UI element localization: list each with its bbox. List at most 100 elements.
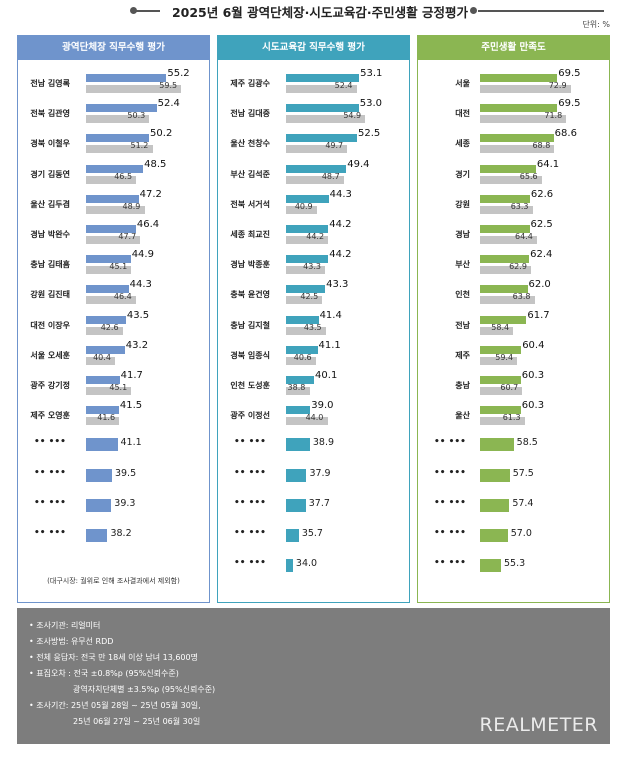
footer-line: • 전체 응답자: 전국 만 18세 이상 남녀 13,600명 xyxy=(29,653,198,662)
current-bar xyxy=(86,225,136,233)
previous-value-label: 42.6 xyxy=(100,322,119,332)
current-value-label: 35.7 xyxy=(301,528,323,539)
row-label: 경북 이철우 xyxy=(30,139,70,149)
current-value-label: 44.9 xyxy=(131,249,154,261)
current-bar xyxy=(86,468,112,482)
previous-value-label: 63.8 xyxy=(512,292,531,302)
brand-logo: REALMETER xyxy=(479,714,598,736)
previous-bar xyxy=(480,417,525,426)
current-value-label: 57.0 xyxy=(510,528,532,539)
chart-row: 세종 68.6 68.8 xyxy=(418,128,609,158)
previous-value-label: 49.7 xyxy=(325,141,344,151)
chart-row: 광주 이정선 39.0 44.0 xyxy=(218,400,409,430)
row-label: 전남 김영록 xyxy=(30,79,70,88)
current-value-label: 55.3 xyxy=(503,558,526,570)
previous-bar xyxy=(286,266,326,275)
current-value-label: 44.2 xyxy=(329,219,352,230)
current-bar xyxy=(286,104,359,113)
current-value-label: 39.0 xyxy=(311,400,334,412)
chart-row: 제주 김광수 53.1 52.4 xyxy=(218,68,409,98)
hidden-row: •• ••• 58.5 xyxy=(418,430,609,460)
chart-row: 대전 69.5 71.8 xyxy=(418,98,609,128)
previous-bar xyxy=(86,85,182,93)
masked-name-label: •• ••• xyxy=(234,437,266,448)
previous-bar xyxy=(480,326,514,335)
current-bar xyxy=(286,74,360,82)
row-label: 광주 이정선 xyxy=(230,411,270,421)
previous-bar xyxy=(86,296,136,305)
chart-row: 부산 김석준 49.4 48.7 xyxy=(218,159,409,189)
chart-row: 전북 서거석 44.3 40.9 xyxy=(218,189,409,219)
hidden-row: •• ••• 41.1 xyxy=(18,430,209,460)
previous-bar xyxy=(86,326,123,335)
previous-bar xyxy=(86,387,132,395)
current-bar xyxy=(480,225,530,233)
previous-value-label: 52.4 xyxy=(334,81,353,90)
previous-bar xyxy=(86,145,153,154)
row-label: 부산 xyxy=(455,260,470,270)
current-bar xyxy=(480,345,522,354)
current-value-label: 53.0 xyxy=(359,98,383,110)
chart-row: 서울 오세훈 43.2 40.4 xyxy=(18,340,209,370)
masked-name-label: •• ••• xyxy=(434,558,466,569)
previous-value-label: 45.1 xyxy=(109,383,128,392)
chart-row: 전북 김관영 52.4 50.3 xyxy=(18,98,209,128)
current-bar xyxy=(86,194,139,203)
masked-name-label: •• ••• xyxy=(34,467,66,478)
row-label: 서울 오세훈 xyxy=(30,350,70,360)
chart-row: 서울 69.5 72.9 xyxy=(418,68,609,98)
current-bar xyxy=(286,559,293,573)
hidden-row: •• ••• 39.5 xyxy=(18,461,209,491)
unit-label: 단위: % xyxy=(582,20,610,29)
current-value-label: 41.1 xyxy=(318,339,341,351)
title-right-rule xyxy=(478,10,604,12)
current-bar xyxy=(286,134,358,143)
previous-value-label: 42.5 xyxy=(300,292,319,302)
current-bar xyxy=(86,134,150,143)
current-bar xyxy=(86,345,125,354)
chart-row: 전남 김대중 53.0 54.9 xyxy=(218,98,409,128)
current-value-label: 41.5 xyxy=(119,400,143,412)
previous-bar xyxy=(480,175,542,184)
current-bar xyxy=(86,164,144,173)
masked-name-label: •• ••• xyxy=(34,437,66,448)
previous-value-label: 44.2 xyxy=(306,232,325,241)
previous-value-label: 40.9 xyxy=(294,201,313,211)
current-bar xyxy=(86,285,129,294)
previous-value-label: 40.4 xyxy=(93,352,111,362)
current-value-label: 55.2 xyxy=(167,68,190,79)
current-value-label: 41.1 xyxy=(120,437,142,449)
current-bar xyxy=(286,345,318,354)
previous-value-label: 46.5 xyxy=(114,171,133,181)
current-bar xyxy=(86,315,126,324)
current-value-label: 50.2 xyxy=(150,128,173,140)
current-bar xyxy=(480,164,536,173)
previous-bar xyxy=(286,236,329,244)
current-value-label: 41.7 xyxy=(120,370,143,381)
hidden-row: •• ••• 57.5 xyxy=(418,461,609,491)
hidden-row: •• ••• 37.9 xyxy=(218,461,409,491)
footnote: (대구시장: 궐위로 인해 조사결과에서 제외함) xyxy=(47,577,180,585)
hidden-row: •• ••• 35.7 xyxy=(218,521,409,551)
hidden-row: •• ••• 38.2 xyxy=(18,521,209,551)
previous-bar xyxy=(286,387,310,395)
footer-line: • 표집오차 : 전국 ±0.8%p (95%신뢰수준) xyxy=(29,669,179,678)
hidden-row: •• ••• 55.3 xyxy=(418,551,609,581)
previous-value-label: 71.8 xyxy=(544,111,563,121)
previous-value-label: 48.9 xyxy=(122,201,141,211)
row-label: 세종 xyxy=(455,139,470,149)
footer-line: • 조사기간: 25년 05월 28일 ~ 25년 05월 30일, xyxy=(29,701,201,710)
previous-value-label: 60.7 xyxy=(500,383,519,392)
current-value-label: 44.3 xyxy=(129,279,152,291)
current-bar xyxy=(286,529,299,542)
chart-row: 경북 이철우 50.2 51.2 xyxy=(18,128,209,158)
hidden-row: •• ••• 34.0 xyxy=(218,551,409,581)
hidden-row: •• ••• 37.7 xyxy=(218,491,409,521)
row-label: 경북 임종식 xyxy=(230,350,270,360)
current-value-label: 43.5 xyxy=(126,309,150,321)
row-label: 강원 김진태 xyxy=(30,290,70,300)
previous-bar xyxy=(86,175,137,184)
row-label: 강원 xyxy=(455,199,470,209)
previous-bar xyxy=(286,145,348,154)
current-bar xyxy=(480,468,510,482)
